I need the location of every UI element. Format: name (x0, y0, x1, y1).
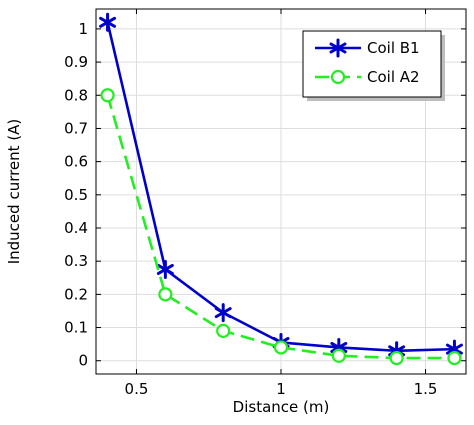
legend-marker (329, 38, 347, 58)
legend-box (302, 30, 442, 98)
y-tick-label: 0.3 (64, 252, 88, 270)
marker-stroke (329, 42, 347, 54)
y-tick-label: 0.2 (64, 285, 88, 303)
marker-stroke (156, 263, 174, 275)
data-point (156, 259, 174, 279)
marker-stroke (445, 343, 463, 355)
x-tick-label: 1 (276, 380, 286, 398)
y-tick-label: 1 (78, 20, 88, 38)
data-point (216, 323, 231, 338)
data-point (158, 287, 173, 302)
axis-ticks: 0.5 1 1.5 0 0.1 0.2 0.3 0.4 0.5 0.6 0.7 0.8 0.9 1 (64, 9, 466, 398)
y-tick-label: 0.9 (64, 53, 88, 71)
x-tick-label: 1.5 (414, 380, 438, 398)
marker-stroke (330, 341, 348, 353)
data-point (331, 348, 346, 363)
y-axis-label: Induced current (A) (5, 119, 23, 265)
legend: Coil B1 Coil A2 (302, 30, 445, 101)
legend-label: Coil A2 (367, 68, 420, 86)
x-tick-label: 0.5 (125, 380, 149, 398)
data-point (99, 12, 117, 32)
series-layer (99, 12, 463, 366)
y-tick-label: 0.7 (64, 119, 88, 137)
marker-stroke (214, 307, 232, 319)
data-point (100, 88, 115, 103)
legend-entry: Coil A2 (315, 68, 420, 86)
y-tick-label: 0 (78, 352, 88, 370)
y-tick-label: 0.8 (64, 86, 88, 104)
data-point (389, 350, 404, 366)
data-point (447, 350, 462, 366)
y-tick-label: 0.5 (64, 186, 88, 204)
legend-marker (330, 69, 346, 85)
y-tick-label: 0.1 (64, 319, 88, 337)
x-axis-label: Distance (m) (233, 398, 330, 416)
legend-label: Coil B1 (367, 39, 420, 57)
legend-entry: Coil B1 (315, 38, 420, 58)
marker-stroke (99, 16, 117, 28)
series-1 (100, 88, 462, 366)
data-point (273, 340, 289, 355)
y-tick-label: 0.4 (64, 219, 88, 237)
data-point (214, 303, 232, 323)
y-tick-label: 0.6 (64, 153, 88, 171)
